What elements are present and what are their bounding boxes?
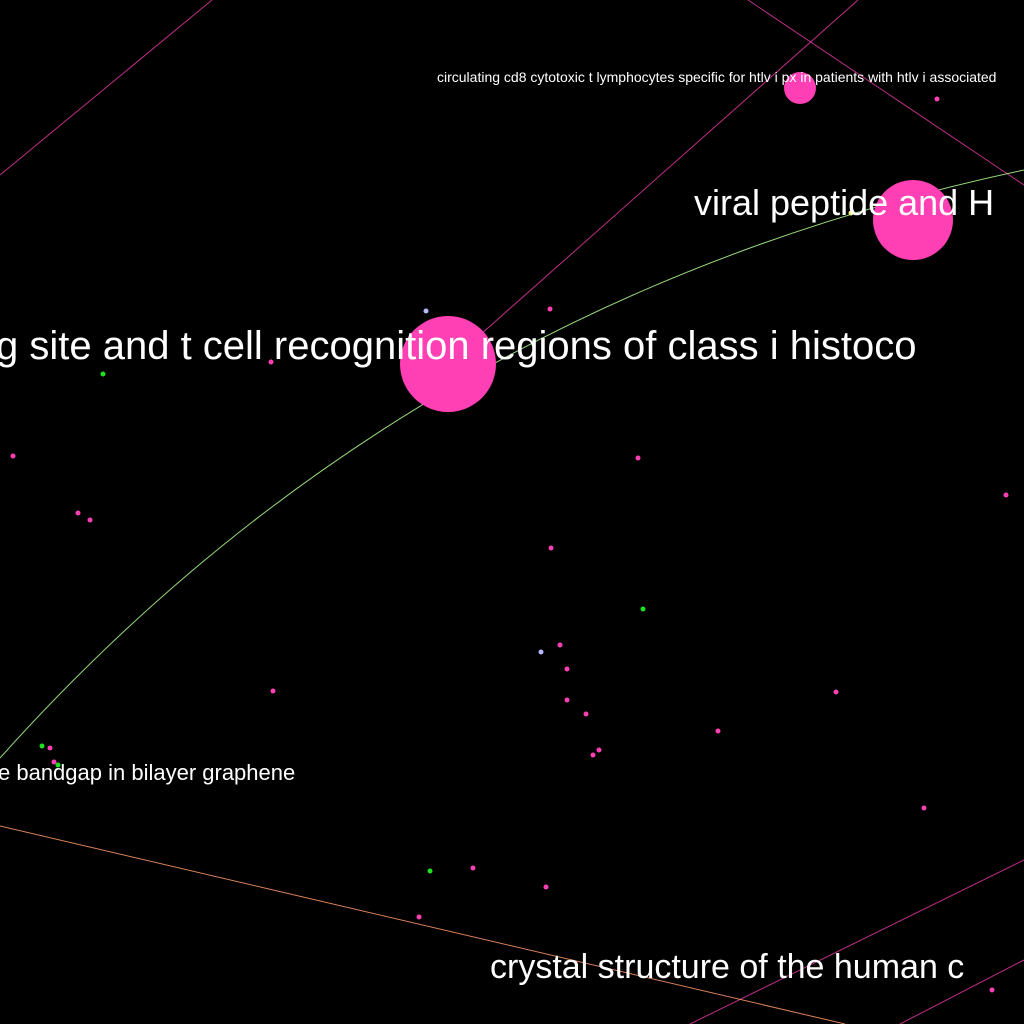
edge xyxy=(0,0,213,176)
edge xyxy=(899,959,1024,1024)
label-viral-peptide: viral peptide and H xyxy=(694,182,994,223)
label-bandgap: e bandgap in bilayer graphene xyxy=(0,760,295,785)
node[interactable] xyxy=(848,210,854,216)
node[interactable] xyxy=(640,606,646,612)
node[interactable] xyxy=(590,752,596,758)
node[interactable] xyxy=(538,649,544,655)
node[interactable] xyxy=(75,510,81,516)
node[interactable] xyxy=(47,745,53,751)
node[interactable] xyxy=(100,371,106,377)
node[interactable] xyxy=(55,762,61,768)
node[interactable] xyxy=(583,711,589,717)
node[interactable] xyxy=(470,865,476,871)
label-binding-site: g site and t cell recognition regions of… xyxy=(0,324,917,368)
node[interactable] xyxy=(635,455,641,461)
node[interactable] xyxy=(416,914,422,920)
node[interactable] xyxy=(833,689,839,695)
node[interactable] xyxy=(596,747,602,753)
node[interactable] xyxy=(547,306,553,312)
node-viral-peptide[interactable] xyxy=(873,180,953,260)
hub-nodes xyxy=(400,72,953,412)
node[interactable] xyxy=(39,743,45,749)
node[interactable] xyxy=(564,666,570,672)
node[interactable] xyxy=(989,987,995,993)
node[interactable] xyxy=(934,96,940,102)
node[interactable] xyxy=(715,728,721,734)
node-binding-site[interactable] xyxy=(400,316,496,412)
node[interactable] xyxy=(1003,492,1009,498)
node[interactable] xyxy=(921,805,927,811)
node[interactable] xyxy=(87,517,93,523)
edge xyxy=(479,0,859,336)
node-labels: circulating cd8 cytotoxic t lymphocytes … xyxy=(0,69,996,986)
node[interactable] xyxy=(557,642,563,648)
small-nodes xyxy=(10,96,1009,993)
node[interactable] xyxy=(270,688,276,694)
node[interactable] xyxy=(423,308,429,314)
node[interactable] xyxy=(564,697,570,703)
node-circulating-cd8[interactable] xyxy=(784,72,816,104)
node[interactable] xyxy=(427,868,433,874)
edge xyxy=(689,859,1024,1024)
label-crystal-structure: crystal structure of the human c xyxy=(490,948,964,986)
edge xyxy=(0,825,846,1024)
node[interactable] xyxy=(10,453,16,459)
label-circulating-cd8: circulating cd8 cytotoxic t lymphocytes … xyxy=(437,69,996,85)
node[interactable] xyxy=(548,545,554,551)
edge xyxy=(747,0,1024,186)
node[interactable] xyxy=(51,759,57,765)
node[interactable] xyxy=(543,884,549,890)
node[interactable] xyxy=(268,359,274,365)
